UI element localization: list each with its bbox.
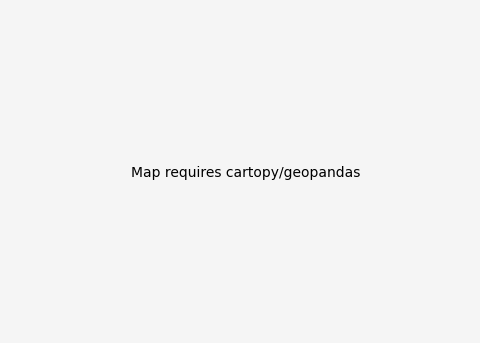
Text: Map requires cartopy/geopandas: Map requires cartopy/geopandas <box>132 166 360 180</box>
